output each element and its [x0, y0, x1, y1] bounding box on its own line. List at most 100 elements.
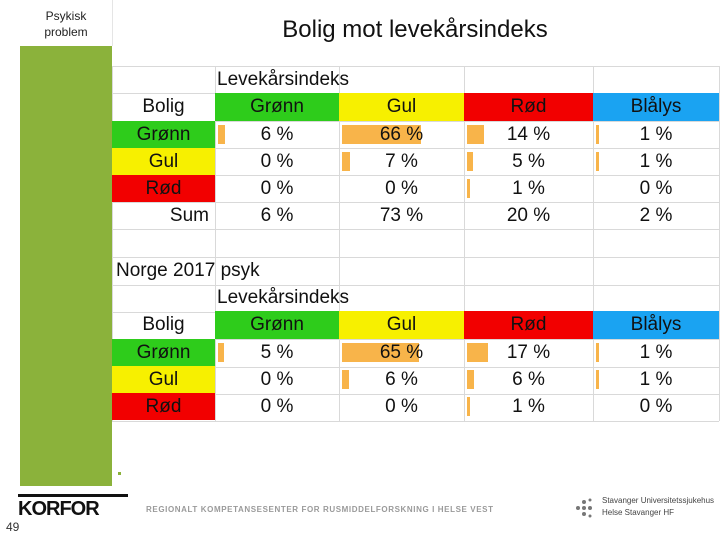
row-header: Grønn	[112, 339, 215, 366]
value-cell: 65 %	[379, 342, 424, 363]
data-bar	[342, 125, 421, 144]
column-header: Blålys	[593, 311, 719, 339]
dot	[98, 472, 101, 475]
row-header: Grønn	[112, 121, 215, 148]
value-cell: 1 %	[639, 342, 673, 363]
grid-line	[112, 121, 719, 122]
hospital-emblem-icon	[576, 498, 592, 518]
grid-line	[112, 175, 719, 176]
index-label: Levekårsindeks	[217, 287, 350, 308]
sum-value: 6 %	[260, 205, 294, 226]
data-bar	[342, 152, 350, 171]
value-cell: 0 %	[385, 396, 418, 417]
column-header: Rød	[464, 311, 593, 339]
grid-line	[112, 285, 719, 286]
value-cell: 0 %	[260, 151, 294, 172]
korfor-logo: KORFOR	[18, 494, 128, 518]
grid-line	[215, 66, 216, 421]
data-bar	[467, 125, 484, 144]
sum-label: Sum	[169, 205, 209, 226]
data-bar	[467, 370, 474, 389]
logo-text: KORFOR	[18, 498, 100, 518]
column-header: Grønn	[215, 93, 339, 121]
column-header: Gul	[339, 93, 464, 121]
grid-line	[112, 229, 719, 230]
value-cell: 7 %	[385, 151, 418, 172]
grid-line	[464, 66, 465, 421]
data-bar	[342, 343, 419, 362]
value-cell: 5 %	[512, 151, 545, 172]
row-header: Gul	[112, 366, 215, 393]
data-bar	[596, 343, 599, 362]
slide-title: Bolig mot levekårsindeks	[282, 16, 548, 43]
value-cell: 6 %	[385, 369, 418, 390]
data-bar	[218, 343, 224, 362]
row-header: Gul	[112, 148, 215, 175]
grid-line	[112, 421, 719, 422]
sidebar-bar	[20, 46, 112, 486]
corner-label: Bolig	[142, 314, 185, 335]
sum-value: 73 %	[379, 205, 424, 226]
value-cell: 0 %	[260, 369, 294, 390]
data-bar	[467, 179, 470, 198]
hospital-subtitle: Helse Stavanger HF	[602, 508, 675, 517]
footer-organization: REGIONALT KOMPETANSESENTER FOR RUSMIDDEL…	[146, 505, 494, 514]
value-cell: 1 %	[639, 369, 673, 390]
data-bar	[342, 370, 349, 389]
column-header: Rød	[464, 93, 593, 121]
data-bar	[218, 125, 225, 144]
sum-value: 20 %	[506, 205, 551, 226]
value-cell: 0 %	[260, 396, 294, 417]
value-cell: 17 %	[506, 342, 551, 363]
grid-line	[112, 202, 719, 203]
grid-line	[112, 148, 719, 149]
value-cell: 6 %	[260, 124, 294, 145]
value-cell: 1 %	[512, 178, 545, 199]
value-cell: 1 %	[639, 124, 673, 145]
data-bar	[467, 397, 470, 416]
value-cell: 6 %	[512, 369, 545, 390]
sidebar-header	[20, 0, 113, 46]
dot	[46, 472, 49, 475]
data-bar	[596, 125, 599, 144]
grid-line	[339, 66, 340, 421]
row-header: Rød	[112, 393, 215, 420]
value-cell: 5 %	[260, 342, 294, 363]
grid-line	[112, 66, 113, 421]
grid-line	[112, 257, 719, 258]
column-header: Blålys	[593, 93, 719, 121]
row-header: Rød	[112, 175, 215, 202]
data-bar	[467, 152, 473, 171]
page-number: 49	[6, 520, 20, 534]
grid-line	[112, 367, 719, 368]
value-cell: 0 %	[385, 178, 418, 199]
value-cell: 66 %	[379, 124, 424, 145]
corner-label: Bolig	[142, 96, 185, 117]
decorative-dots	[40, 468, 130, 478]
value-cell: 0 %	[639, 178, 673, 199]
data-table-area: Levekårsindeks Bolig Grønn Gul Rød Blålys Grøn…	[112, 66, 720, 423]
section-label-line2: problem	[44, 25, 88, 39]
sum-value: 2 %	[639, 205, 673, 226]
grid-line	[112, 339, 719, 340]
column-header: Grønn	[215, 311, 339, 339]
data-bar	[596, 152, 599, 171]
value-cell: 0 %	[639, 396, 673, 417]
dot	[118, 472, 121, 475]
dot	[68, 472, 71, 475]
data-bar	[467, 343, 488, 362]
grid-line	[593, 66, 594, 421]
grid-line	[112, 66, 719, 67]
value-cell: 0 %	[260, 178, 294, 199]
value-cell: 1 %	[639, 151, 673, 172]
hospital-logo: Stavanger Universitetssjukehus Helse Sta…	[572, 494, 718, 524]
data-bar	[596, 370, 599, 389]
value-cell: 14 %	[506, 124, 551, 145]
section-heading: Norge 2017 psyk	[116, 260, 260, 281]
grid-line	[112, 394, 719, 395]
section-label: Psykisk problem	[20, 8, 112, 40]
section-label-line1: Psykisk	[45, 9, 87, 23]
index-label: Levekårsindeks	[217, 69, 350, 90]
hospital-name: Stavanger Universitetssjukehus	[602, 496, 715, 505]
column-header: Gul	[339, 311, 464, 339]
